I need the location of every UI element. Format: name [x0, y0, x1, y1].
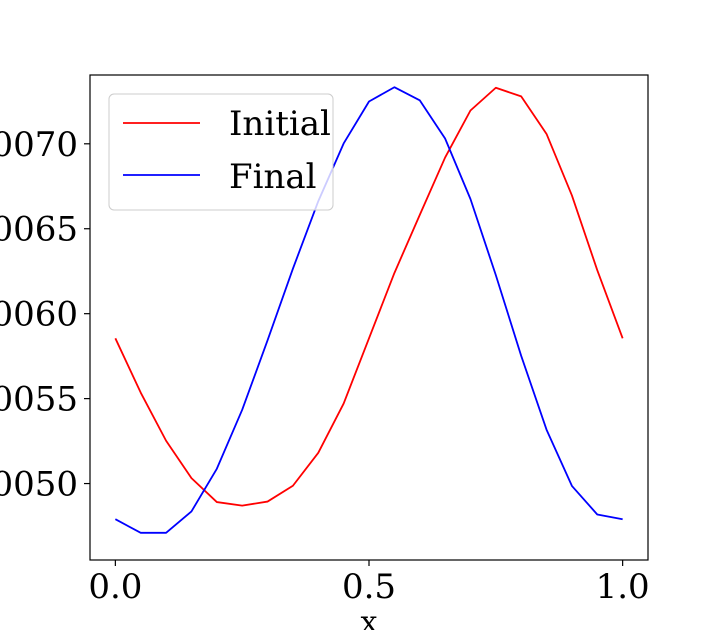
y-tick-label: 00070	[0, 125, 78, 165]
x-tick-label: 0.0	[88, 567, 142, 607]
x-tick-label: 1.0	[596, 567, 650, 607]
x-axis-label: x	[361, 605, 378, 630]
x-tick-label: 0.5	[342, 567, 396, 607]
legend: Initial Final	[108, 93, 334, 211]
x-axis: 0.0 0.5 1.0	[88, 560, 650, 607]
series-line-initial	[114, 86, 624, 507]
y-tick-label: 00060	[0, 295, 78, 335]
legend-label-final: Final	[229, 157, 317, 197]
series-lines	[114, 86, 624, 534]
legend-label-initial: Initial	[229, 104, 331, 144]
series-line-final	[114, 86, 623, 534]
